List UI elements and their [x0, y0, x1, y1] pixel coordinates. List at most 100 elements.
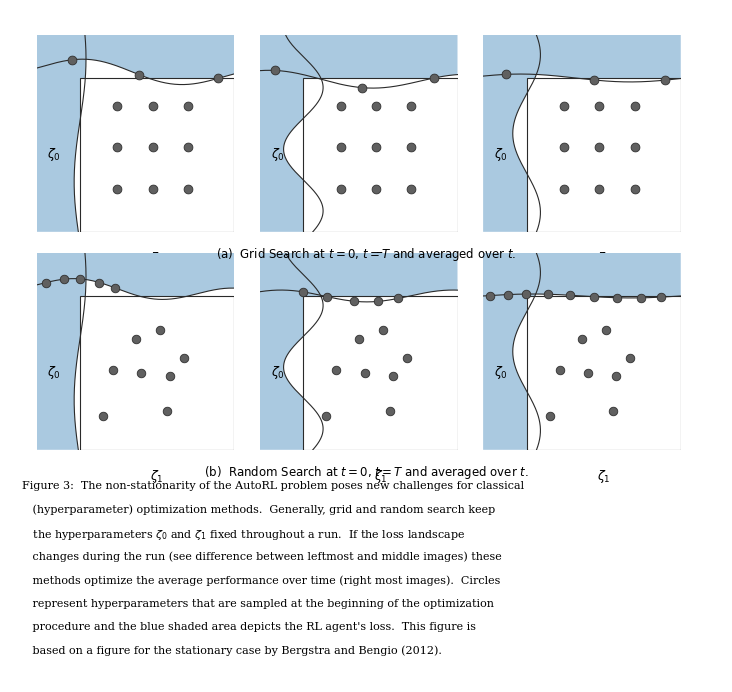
- Point: [182, 100, 194, 111]
- Text: (hyperparameter) optimization methods.  Generally, grid and random search keep: (hyperparameter) optimization methods. G…: [22, 504, 496, 515]
- Point: [40, 277, 52, 288]
- Point: [335, 100, 346, 111]
- Point: [608, 406, 619, 417]
- Text: $\zeta_1$: $\zeta_1$: [373, 468, 387, 484]
- Point: [629, 183, 640, 194]
- Polygon shape: [260, 253, 458, 302]
- Polygon shape: [483, 253, 540, 450]
- Point: [588, 291, 600, 302]
- Point: [109, 282, 121, 293]
- Point: [564, 290, 575, 301]
- Text: $\zeta_1$: $\zeta_1$: [597, 468, 610, 484]
- Point: [427, 73, 439, 84]
- Text: methods optimize the average performance over time (right most images).  Circles: methods optimize the average performance…: [22, 575, 501, 585]
- Point: [370, 183, 382, 194]
- Text: Figure 3:  The non-stationarity of the AutoRL problem poses new challenges for c: Figure 3: The non-stationarity of the Au…: [22, 481, 524, 491]
- Point: [182, 142, 194, 153]
- Point: [558, 142, 569, 153]
- Bar: [80, 78, 234, 232]
- Polygon shape: [260, 253, 323, 450]
- Point: [94, 277, 105, 288]
- Text: $\zeta_0$: $\zeta_0$: [48, 365, 61, 381]
- Point: [111, 100, 123, 111]
- Point: [629, 100, 640, 111]
- Text: $\zeta_1$: $\zeta_1$: [373, 250, 387, 266]
- Point: [611, 292, 623, 303]
- Text: $\zeta_1$: $\zeta_1$: [150, 250, 164, 266]
- Text: (b)  Random Search at $t = 0$, $t = T$ and averaged over $t$.: (b) Random Search at $t = 0$, $t = T$ an…: [203, 464, 529, 481]
- Point: [373, 296, 384, 307]
- Bar: [526, 78, 681, 232]
- Point: [111, 183, 123, 194]
- Point: [594, 183, 605, 194]
- Point: [659, 75, 671, 86]
- Point: [269, 65, 281, 76]
- Text: based on a figure for the stationary case by Bergstra and Bengio (2012).: based on a figure for the stationary cas…: [22, 646, 442, 656]
- Point: [321, 291, 332, 302]
- Point: [576, 334, 588, 345]
- Text: $\zeta_1$: $\zeta_1$: [597, 250, 610, 266]
- Point: [107, 364, 119, 375]
- Point: [335, 142, 346, 153]
- Polygon shape: [483, 35, 681, 82]
- Point: [111, 142, 123, 153]
- Point: [501, 69, 512, 80]
- Polygon shape: [260, 35, 323, 232]
- Point: [485, 290, 496, 301]
- Point: [330, 364, 342, 375]
- Point: [655, 291, 667, 302]
- Point: [147, 183, 159, 194]
- Text: represent hyperparameters that are sampled at the beginning of the optimization: represent hyperparameters that are sampl…: [22, 599, 494, 608]
- Point: [610, 370, 622, 381]
- Point: [502, 289, 514, 300]
- Text: (a)  Grid Search at $t = 0$, $t = T$ and averaged over $t$.: (a) Grid Search at $t = 0$, $t = T$ and …: [216, 246, 516, 263]
- Point: [544, 410, 556, 421]
- Point: [356, 82, 368, 93]
- Bar: [80, 296, 234, 450]
- Text: $\zeta_0$: $\zeta_0$: [48, 147, 61, 163]
- Text: changes during the run (see difference between leftmost and middle images) these: changes during the run (see difference b…: [22, 552, 501, 562]
- Point: [147, 142, 159, 153]
- Point: [594, 142, 605, 153]
- Point: [353, 334, 365, 345]
- Point: [133, 69, 145, 80]
- Point: [66, 54, 78, 65]
- Point: [377, 325, 389, 336]
- Text: $\zeta_0$: $\zeta_0$: [271, 147, 285, 163]
- Point: [387, 370, 399, 381]
- Point: [348, 295, 360, 307]
- Point: [401, 352, 413, 363]
- Point: [297, 286, 309, 298]
- Point: [97, 410, 109, 421]
- Point: [182, 183, 194, 194]
- Point: [635, 292, 647, 303]
- Polygon shape: [260, 35, 458, 88]
- Bar: [303, 296, 458, 450]
- Point: [164, 370, 176, 381]
- Text: $\zeta_1$: $\zeta_1$: [150, 468, 164, 484]
- Point: [58, 273, 70, 284]
- Point: [624, 352, 636, 363]
- Polygon shape: [37, 253, 86, 450]
- Text: the hyperparameters $\zeta_0$ and $\zeta_1$ fixed throughout a run.  If the loss: the hyperparameters $\zeta_0$ and $\zeta…: [22, 528, 465, 542]
- Bar: [303, 78, 458, 232]
- Point: [553, 364, 565, 375]
- Point: [154, 325, 165, 336]
- Point: [321, 410, 332, 421]
- Point: [588, 75, 600, 86]
- Text: $\zeta_0$: $\zeta_0$: [494, 147, 508, 163]
- Polygon shape: [483, 35, 540, 232]
- Polygon shape: [37, 35, 234, 84]
- Point: [147, 100, 159, 111]
- Point: [212, 73, 224, 84]
- Point: [406, 100, 417, 111]
- Point: [130, 334, 141, 345]
- Point: [135, 367, 147, 379]
- Point: [520, 289, 532, 300]
- Polygon shape: [483, 253, 681, 298]
- Point: [594, 100, 605, 111]
- Point: [558, 183, 569, 194]
- Point: [359, 367, 370, 379]
- Polygon shape: [37, 253, 234, 300]
- Text: $\zeta_0$: $\zeta_0$: [271, 365, 285, 381]
